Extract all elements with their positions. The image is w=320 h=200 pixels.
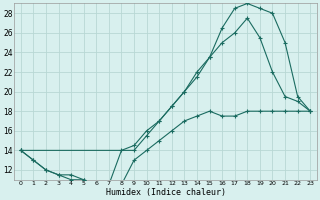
X-axis label: Humidex (Indice chaleur): Humidex (Indice chaleur)	[106, 188, 226, 197]
